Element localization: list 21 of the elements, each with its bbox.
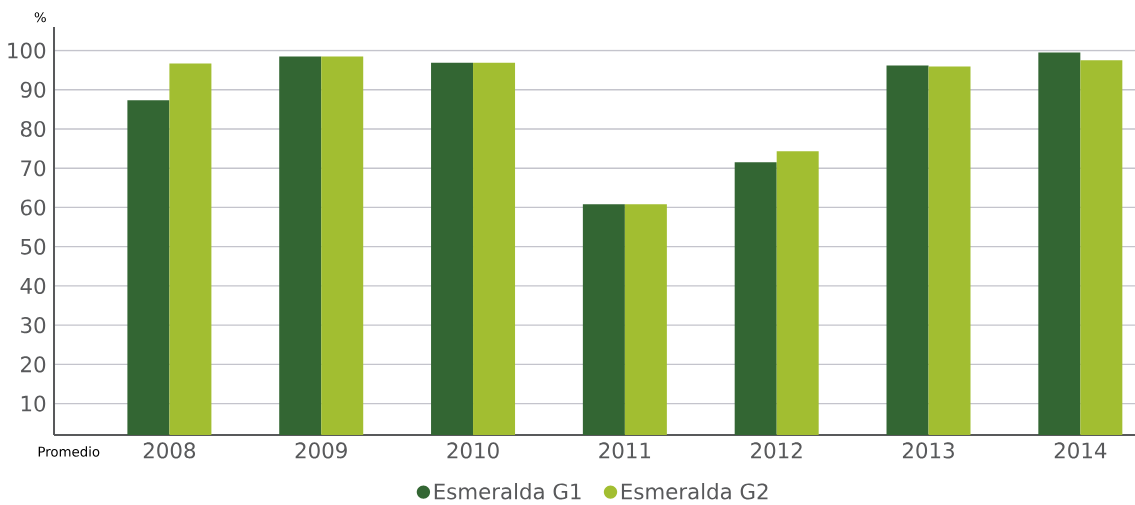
y-tick-label: 100 [8, 42, 46, 59]
y-tick-label: 60 [20, 199, 46, 216]
x-tick-label: 2012 [751, 442, 802, 459]
legend-label: Esmeralda G2 [621, 483, 768, 500]
y-axis-title: % [34, 12, 46, 23]
y-tick-label: 50 [21, 238, 46, 255]
x-tick-label: 2009 [295, 442, 347, 459]
legend-label: Esmeralda G1 [434, 483, 581, 500]
x-tick-label: 2014 [1054, 442, 1107, 459]
x-tick-label: 2013 [902, 442, 954, 459]
y-tick-label: 30 [21, 317, 46, 334]
x-axis-title: Promedio [38, 446, 100, 457]
y-tick-label: 80 [20, 120, 46, 138]
x-tick-label: 2010 [447, 442, 499, 459]
y-tick-label: 40 [20, 277, 46, 294]
y-tick-label: 20 [21, 356, 46, 373]
x-tick-label: 2011 [599, 442, 651, 459]
y-tick-label: 90 [20, 81, 46, 98]
y-tick-label: 70 [21, 160, 46, 177]
y-tick-label: 10 [21, 395, 46, 412]
x-tick-label: 2008 [143, 442, 196, 459]
